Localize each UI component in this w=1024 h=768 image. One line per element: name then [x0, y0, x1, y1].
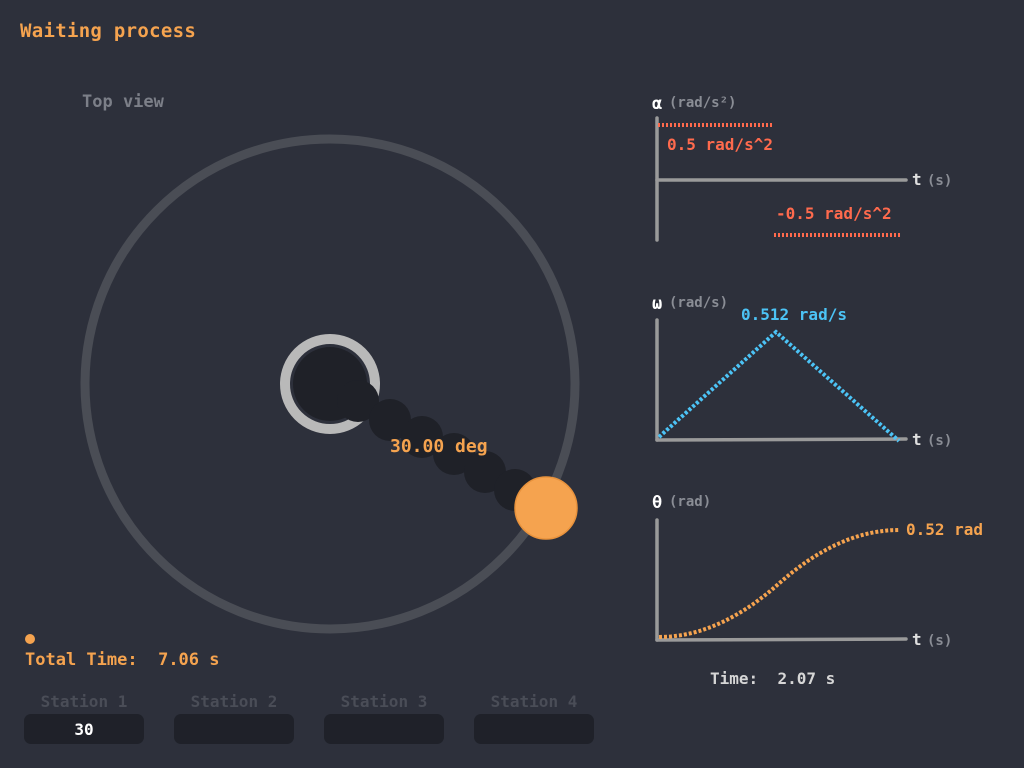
station-3-label: Station 3: [340, 692, 428, 711]
current-time-value: 2.07 s: [777, 669, 836, 688]
station-1-input[interactable]: [24, 714, 144, 744]
theta-t-symbol: t: [912, 630, 922, 649]
station-2-label: Station 2: [190, 692, 278, 711]
alpha-unit: (rad/s²): [669, 95, 736, 111]
total-time-label: Total Time:: [25, 650, 138, 670]
status-indicator-dot: [25, 634, 35, 644]
theta-t-unit: (s): [927, 633, 952, 649]
omega-peak-label: 0.512 rad/s: [741, 305, 847, 324]
station-4-input[interactable]: [474, 714, 594, 744]
station-1-label: Station 1: [40, 692, 128, 711]
alpha-negative-label: -0.5 rad/s^2: [776, 204, 892, 223]
page-title: Waiting process: [20, 20, 197, 42]
total-time: Total Time: 7.06 s: [25, 650, 220, 670]
omega-t-unit: (s): [927, 433, 952, 449]
alpha-t-symbol: t: [912, 170, 922, 189]
omega-curve: [657, 329, 901, 443]
angle-readout: 30.00 deg: [390, 436, 488, 457]
alpha-symbol: α: [652, 94, 662, 114]
station-2-input[interactable]: [174, 714, 294, 744]
alpha-positive-label: 0.5 rad/s^2: [667, 135, 773, 154]
top-view-canvas: 30.00 deg: [80, 134, 580, 634]
graphs-panel: α (rad/s²) t (s) 0.5 rad/s^2 -0.5 rad/s^…: [652, 94, 983, 649]
omega-t-symbol: t: [912, 430, 922, 449]
theta-unit: (rad): [669, 494, 711, 510]
current-time: Time: 2.07 s: [710, 669, 835, 688]
alpha-t-unit: (s): [927, 173, 952, 189]
alpha-graph: α (rad/s²) t (s) 0.5 rad/s^2 -0.5 rad/s^…: [652, 94, 952, 242]
total-time-value: 7.06 s: [158, 650, 220, 670]
hub-ring: [280, 334, 380, 434]
omega-unit: (rad/s): [669, 295, 728, 311]
station-4-label: Station 4: [490, 692, 578, 711]
load-mass: [514, 476, 578, 540]
omega-t-axis: [655, 437, 908, 442]
theta-end-label: 0.52 rad: [906, 520, 983, 539]
current-time-label: Time:: [710, 669, 759, 688]
omega-symbol: ω: [652, 294, 662, 314]
theta-symbol: θ: [652, 493, 662, 513]
outer-track: [80, 134, 580, 634]
theta-t-axis: [655, 637, 908, 642]
theta-graph: θ (rad) t (s) 0.52 rad: [652, 493, 983, 649]
top-view-label: Top view: [82, 92, 164, 112]
omega-graph: ω (rad/s) t (s) 0.512 rad/s: [652, 294, 952, 449]
station-3-input[interactable]: [324, 714, 444, 744]
theta-curve: [658, 528, 900, 639]
